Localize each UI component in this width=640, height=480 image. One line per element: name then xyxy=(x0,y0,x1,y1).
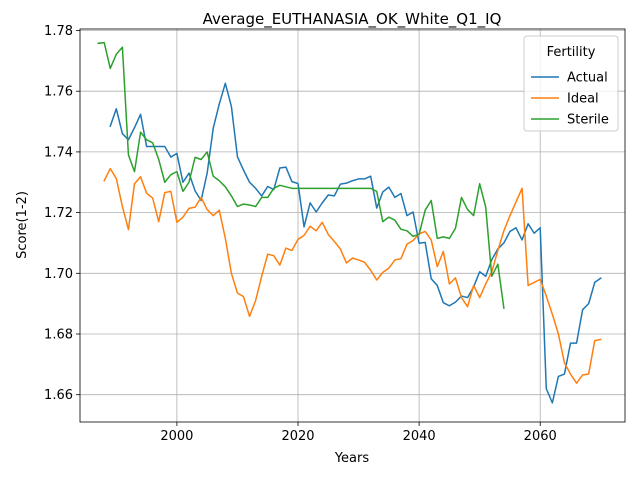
chart-title: Average_EUTHANASIA_OK_White_Q1_IQ xyxy=(203,10,502,29)
series-layer xyxy=(97,41,602,404)
x-axis-ticks: 2000 2020 2040 2060 xyxy=(160,422,557,444)
legend-items: Actual Ideal Sterile xyxy=(531,71,609,128)
series-line-sterile xyxy=(97,41,505,310)
y-axis-ticks: 1.66 1.68 1.70 1.72 1.74 1.76 1.78 xyxy=(44,24,80,403)
plot-frame xyxy=(79,28,626,423)
x-tick-label: 2000 xyxy=(160,429,193,444)
series-line-ideal xyxy=(103,167,602,384)
legend-label-actual: Actual xyxy=(567,71,608,86)
legend-label-ideal: Ideal xyxy=(567,92,599,107)
legend: Fertility Actual Ideal Sterile xyxy=(523,35,619,132)
grid-lines xyxy=(80,29,625,422)
y-tick-label: 1.72 xyxy=(44,206,73,221)
y-tick-label: 1.74 xyxy=(44,145,73,160)
x-axis-label: Years xyxy=(334,451,370,466)
x-tick-label: 2040 xyxy=(403,429,436,444)
x-tick-label: 2020 xyxy=(281,429,314,444)
y-tick-label: 1.78 xyxy=(44,24,73,39)
series-line-actual xyxy=(109,82,602,404)
legend-label-sterile: Sterile xyxy=(567,113,609,128)
x-tick-label: 2060 xyxy=(524,429,557,444)
y-tick-label: 1.70 xyxy=(44,267,73,282)
legend-title: Fertility xyxy=(547,45,596,60)
y-tick-label: 1.68 xyxy=(44,327,73,342)
y-tick-label: 1.66 xyxy=(44,388,73,403)
y-tick-label: 1.76 xyxy=(44,85,73,100)
legend-box xyxy=(523,35,619,132)
y-axis-label: Score(1-2) xyxy=(15,191,30,259)
